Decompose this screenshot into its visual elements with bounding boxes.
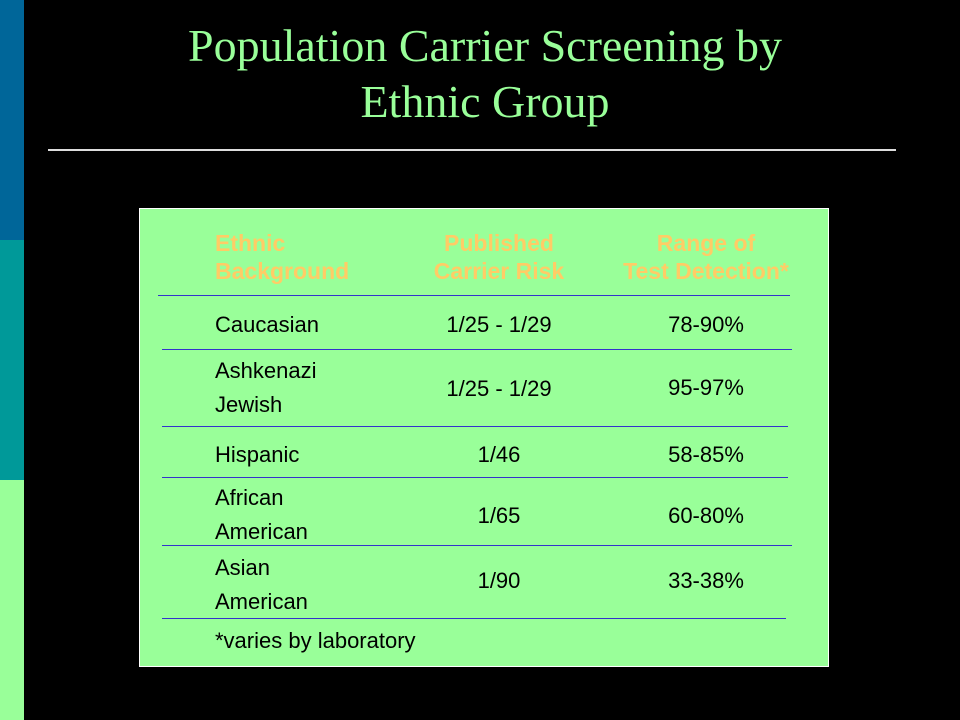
- accent-stripe-bottom: [0, 480, 24, 720]
- row-asian-american-detection: 33-38%: [668, 568, 744, 593]
- row-african-american-carrier-risk: 1/65: [477, 503, 521, 528]
- row-hispanic-detection: 58-85%: [668, 442, 744, 467]
- row-ashkenazi-carrier-risk: 1/25 - 1/29: [446, 376, 552, 401]
- row-divider: [162, 349, 792, 350]
- row-caucasian-carrier-risk: 1/25 - 1/29: [446, 312, 552, 337]
- accent-stripe-top: [0, 0, 24, 240]
- header-published-carrier-risk: Published Carrier Risk: [433, 230, 565, 284]
- header-divider: [158, 295, 790, 296]
- row-divider: [162, 545, 792, 546]
- row-caucasian-ethnicity: Caucasian: [215, 312, 319, 337]
- header-ethnic-background: Ethnic Background: [215, 230, 350, 284]
- row-divider: [162, 618, 786, 619]
- row-asian-american-ethnicity: Asian American: [215, 555, 308, 614]
- accent-stripe-middle: [0, 240, 24, 480]
- row-hispanic-carrier-risk: 1/46: [477, 442, 521, 467]
- title-divider: [48, 149, 896, 151]
- row-african-american-detection: 60-80%: [668, 503, 744, 528]
- header-test-detection-range: Range of Test Detection*: [623, 230, 789, 284]
- row-divider: [162, 477, 788, 478]
- slide-title: Population Carrier Screening by Ethnic G…: [187, 20, 783, 127]
- footnote: *varies by laboratory: [215, 628, 416, 653]
- row-asian-american-carrier-risk: 1/90: [477, 568, 521, 593]
- carrier-screening-table: Ethnic Background Published Carrier Risk…: [139, 208, 829, 667]
- row-divider: [162, 426, 788, 427]
- row-caucasian-detection: 78-90%: [668, 312, 744, 337]
- row-ashkenazi-detection: 95-97%: [668, 375, 744, 400]
- row-african-american-ethnicity: African American: [215, 485, 308, 544]
- row-hispanic-ethnicity: Hispanic: [215, 442, 300, 467]
- row-ashkenazi-ethnicity: Ashkenazi Jewish: [215, 358, 317, 417]
